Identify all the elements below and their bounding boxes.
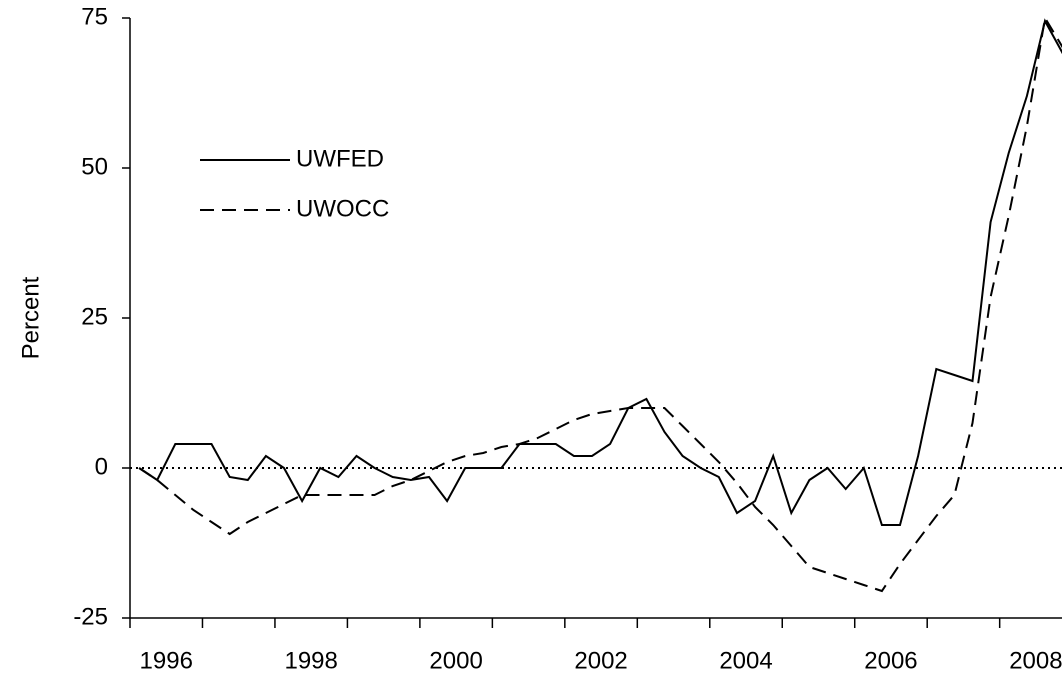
y-tick-label: 0 <box>95 453 108 480</box>
x-tick-label: 1998 <box>284 647 337 674</box>
y-tick-label: 75 <box>81 3 108 30</box>
legend-label: UWFED <box>296 145 384 172</box>
x-tick-label: 2000 <box>429 647 482 674</box>
x-tick-label: 2002 <box>574 647 627 674</box>
y-tick-label: 50 <box>81 153 108 180</box>
y-axis-label: Percent <box>17 276 44 359</box>
x-tick-label: 1996 <box>140 647 193 674</box>
series-line <box>138 15 1062 593</box>
x-tick-label: 2006 <box>864 647 917 674</box>
legend-label: UWOCC <box>296 195 389 222</box>
x-tick-label: 2004 <box>719 647 772 674</box>
y-tick-label: 25 <box>81 303 108 330</box>
x-tick-label: 2008 <box>1009 647 1062 674</box>
y-tick-label: -25 <box>73 603 108 630</box>
series-line <box>138 18 1062 526</box>
